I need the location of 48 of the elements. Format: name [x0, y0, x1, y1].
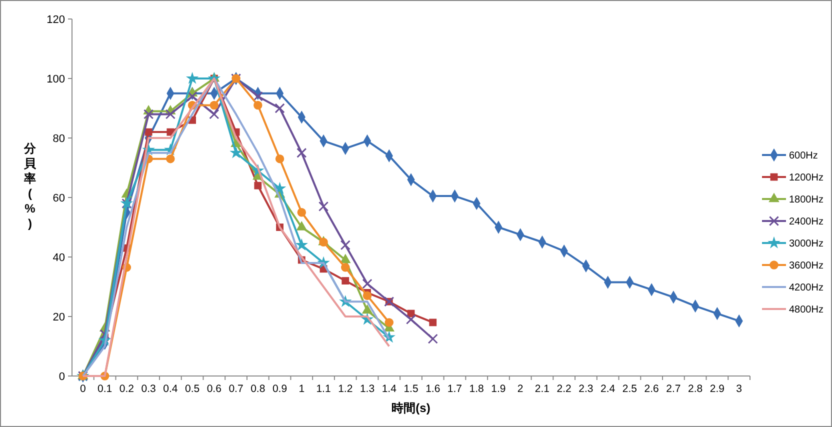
x-tick-label: 2.4	[600, 383, 616, 395]
x-tick-label: 2.8	[688, 383, 703, 395]
x-tick-label: 0.5	[184, 383, 200, 395]
x-tick-label: 0.7	[228, 383, 244, 395]
x-tick-label: 1.5	[404, 383, 418, 395]
x-tick-label: 1.6	[426, 383, 440, 395]
x-tick-label: 2	[517, 383, 524, 395]
x-tick-label: 1.4	[382, 383, 397, 395]
x-tick-label: 2.6	[644, 383, 660, 395]
legend-label: 3600Hz	[789, 260, 824, 272]
x-tick-label: 0.3	[141, 383, 156, 395]
x-tick-label: 2.9	[710, 383, 725, 395]
x-tick-label: 1.8	[469, 383, 484, 395]
x-tick-label: 1.7	[447, 383, 462, 395]
legend-label: 4200Hz	[789, 282, 824, 294]
x-tick-label: 1.3	[360, 383, 375, 395]
x-tick-label: 2.7	[666, 383, 681, 395]
x-tick-label: 1	[298, 383, 305, 395]
y-tick-label: 20	[52, 311, 65, 324]
legend-label: 1800Hz	[789, 194, 824, 206]
x-tick-label: 1.9	[491, 383, 506, 395]
x-tick-label: 3	[736, 383, 742, 395]
x-tick-label: 0.1	[98, 383, 112, 395]
x-tick-label: 1.1	[316, 383, 331, 395]
y-tick-label: 60	[52, 192, 65, 204]
x-tick-label: 2.3	[578, 383, 594, 395]
x-tick-label: 2.5	[622, 383, 638, 395]
x-tick-label: 2.1	[534, 383, 550, 395]
legend-label: 2400Hz	[789, 216, 824, 228]
y-tick-label: 120	[46, 14, 65, 26]
x-tick-label: 0	[80, 383, 86, 395]
legend-label: 4800Hz	[789, 304, 824, 316]
x-tick-label: 0.4	[163, 383, 178, 395]
y-tick-label: 40	[52, 252, 65, 264]
x-axis-title: 時間(s)	[392, 401, 430, 415]
y-tick-label: 0	[58, 370, 65, 383]
x-tick-label: 0.8	[250, 383, 266, 395]
x-tick-label: 0.9	[272, 383, 288, 395]
x-tick-label: 2.2	[556, 383, 572, 395]
y-axis-title: 分貝率(%)	[23, 142, 37, 230]
x-tick-label: 1.2	[338, 383, 353, 395]
x-tick-label: 0.6	[206, 383, 222, 395]
x-tick-label: 0.2	[119, 383, 134, 395]
y-tick-label: 80	[52, 132, 65, 145]
legend-label: 600Hz	[789, 150, 818, 162]
legend-label: 3000Hz	[789, 238, 824, 250]
y-tick-label: 100	[46, 73, 65, 86]
legend-label: 1200Hz	[789, 172, 824, 184]
